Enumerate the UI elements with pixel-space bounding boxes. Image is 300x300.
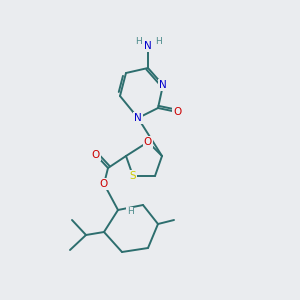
Text: O: O <box>100 179 108 189</box>
Text: N: N <box>134 113 142 123</box>
Text: S: S <box>130 171 136 181</box>
Text: H: H <box>135 37 141 46</box>
Text: H: H <box>154 37 161 46</box>
Text: O: O <box>173 107 181 117</box>
Text: O: O <box>144 137 152 147</box>
Text: N: N <box>144 41 152 51</box>
Text: H: H <box>127 208 134 217</box>
Text: N: N <box>159 80 167 90</box>
Text: O: O <box>92 150 100 160</box>
